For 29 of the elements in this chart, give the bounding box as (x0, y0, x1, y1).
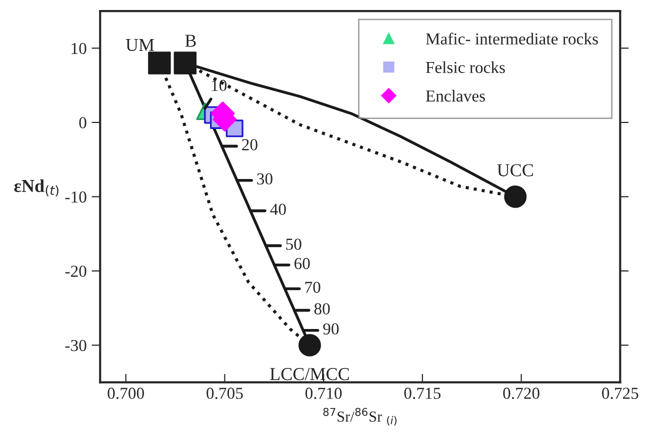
x-tick-label: 0.705 (206, 388, 243, 399)
x-tick-label: 0.710 (305, 388, 342, 399)
annotation: B (185, 34, 196, 47)
x-tick-label: 0.720 (503, 388, 540, 399)
annotation: 80 (314, 303, 330, 314)
y-tick-label: -20 (65, 266, 86, 277)
legend-label: Felsic rocks (426, 61, 505, 74)
y-tick-label: 10 (72, 42, 86, 54)
y-tick-label: 0 (79, 117, 86, 128)
x-tick-label: 0.700 (108, 388, 144, 399)
x-tick-label: 0.715 (404, 388, 441, 399)
y-tick-label: -10 (65, 191, 86, 203)
x-tick-label: 0.725 (602, 388, 638, 399)
annotation: UM (126, 39, 154, 52)
annotation: 40 (270, 204, 286, 215)
x-axis-title: $^{87}$Sr/$^{86}$Sr $_{(i)}$ (323, 408, 397, 426)
legend-label: Enclaves (426, 90, 485, 102)
annotation: 10 (212, 80, 227, 92)
legend-label: Mafic- intermediate rocks (426, 32, 598, 45)
annotation: 30 (257, 173, 272, 185)
annotation: LCC/MCC (270, 368, 349, 380)
annotation: 60 (294, 258, 310, 270)
annotation: 20 (242, 139, 258, 150)
y-axis-title: εNd$_{(t)}$ (14, 179, 58, 197)
y-tick-label: -30 (65, 340, 86, 352)
annotation: 70 (305, 282, 320, 293)
annotation: 50 (286, 238, 302, 250)
annotation: 90 (323, 323, 339, 335)
annotation: UCC (497, 164, 533, 176)
